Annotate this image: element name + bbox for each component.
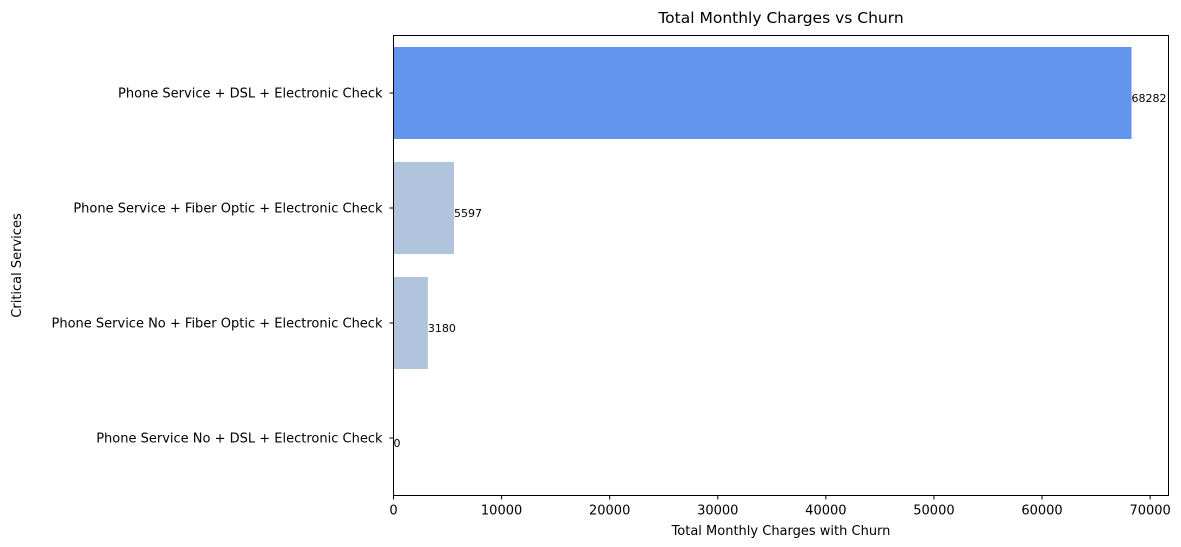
bar-labels-group: 68282 5597 3180 0 (394, 92, 1167, 450)
x-tick-label-0: 0 (389, 504, 397, 519)
bar-value-label-1: 68282 (1132, 92, 1167, 105)
x-axis-ticks: 0 10000 20000 30000 40000 50000 60000 70000 (389, 495, 1171, 519)
y-tick-label-4: Phone Service No + DSL + Electronic Chec… (96, 432, 383, 447)
bar-1 (393, 47, 1132, 139)
bar-value-label-2: 5597 (454, 207, 482, 220)
bar-3 (393, 277, 428, 369)
bar-value-label-4: 0 (394, 437, 401, 450)
y-tick-label-3: Phone Service No + Fiber Optic + Electro… (52, 317, 383, 332)
x-tick-label-5: 50000 (913, 504, 954, 519)
chart-title: Total Monthly Charges vs Churn (657, 9, 903, 27)
y-tick-label-2: Phone Service + Fiber Optic + Electronic… (73, 202, 383, 217)
bars-group (393, 47, 1132, 369)
x-tick-label-7: 70000 (1129, 504, 1170, 519)
x-tick-label-2: 20000 (589, 504, 630, 519)
y-axis-label: Critical Services (10, 213, 25, 318)
plot-frame (393, 35, 1169, 496)
y-tick-label-1: Phone Service + DSL + Electronic Check (118, 87, 383, 102)
x-tick-label-6: 60000 (1021, 504, 1062, 519)
bar-2 (393, 162, 454, 254)
bar-value-label-3: 3180 (428, 322, 456, 335)
x-tick-label-3: 30000 (697, 504, 738, 519)
x-tick-label-4: 40000 (805, 504, 846, 519)
x-axis-label: Total Monthly Charges with Churn (671, 524, 891, 539)
y-axis-ticks: Phone Service + DSL + Electronic Check Ph… (52, 87, 394, 447)
x-tick-label-1: 10000 (481, 504, 522, 519)
